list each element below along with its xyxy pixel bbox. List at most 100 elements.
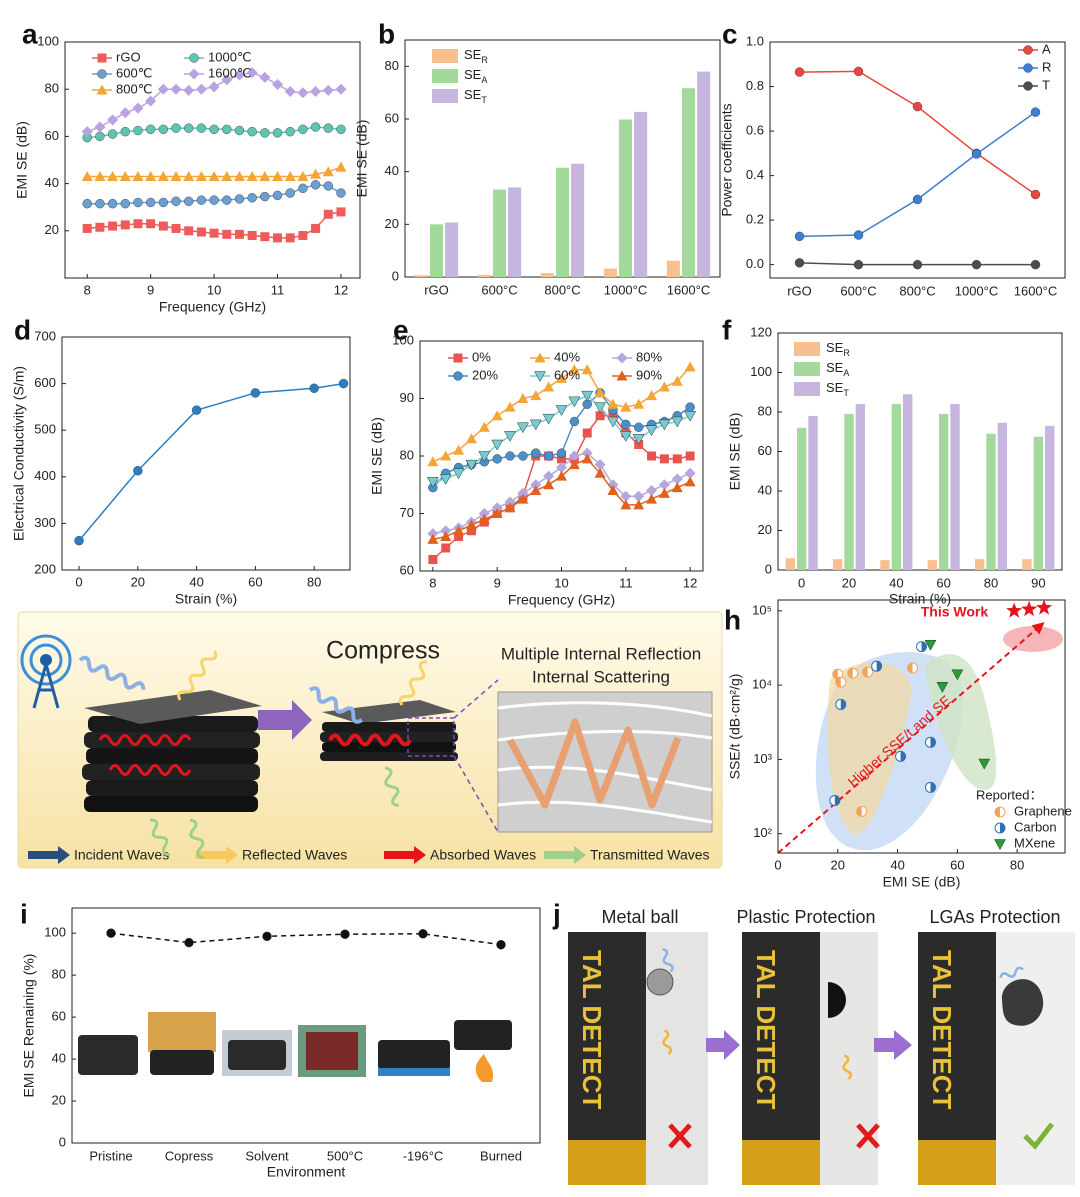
bar [785,558,795,570]
y-axis-title: EMI SE Remaining (%) [21,954,37,1098]
y-tick-label: 90 [400,390,414,405]
bar [492,189,507,277]
bar [903,394,913,570]
marker [581,364,593,375]
legend-arrow [196,846,238,864]
x-axis-title: Frequency (GHz) [159,299,266,315]
marker [895,750,907,762]
legend-label: SET [464,87,487,105]
y-tick-label: 500 [34,422,56,437]
marker [620,499,632,510]
bar [618,119,633,277]
marker [465,519,477,530]
marker [285,233,295,243]
plot-frame [777,599,1066,854]
marker [1006,602,1023,618]
marker [871,660,883,672]
photo-title: Metal ball [601,907,678,927]
marker [106,928,116,938]
marker [466,526,476,536]
marker [145,197,156,208]
marker [158,221,168,231]
x-tick-label: 60 [950,857,964,872]
marker [322,84,334,96]
y-tick-label: 100 [750,364,772,379]
legend-subscript: R [843,348,850,358]
marker [453,525,465,536]
marker [621,419,631,430]
y-tick-label: 20 [758,522,772,537]
marker [145,124,156,135]
marker [81,126,93,138]
marker [912,259,923,270]
sample [150,1050,214,1075]
marker [272,171,284,182]
x-axis-title: Frequency (GHz) [508,592,615,608]
marker [208,81,220,93]
marker [491,410,503,421]
marker [581,453,593,464]
marker [1023,63,1033,73]
legend-label: 40% [554,349,580,364]
marker [542,413,555,425]
marker [633,499,645,510]
marker [1023,45,1033,55]
layer [82,764,260,780]
x-tick-label: 80 [984,575,998,590]
y-tick-label: 40 [385,163,399,178]
marker [994,839,1006,851]
legend-label: SEA [826,360,849,378]
icon-tower [32,663,60,709]
marker [971,149,982,159]
marker [97,53,107,63]
marker [427,456,439,467]
x-tick-label: 9 [147,282,154,297]
legend-title: Reported： [976,787,1042,802]
layer-top [84,690,262,724]
legend-label: R [1042,59,1051,74]
legend-label: SET [826,380,849,398]
y-tick-label: 60 [758,443,772,458]
marker [440,525,452,537]
x-tick-label: 8 [84,282,91,297]
marker [633,422,644,432]
bar [540,273,554,277]
series-line [110,932,502,946]
x-tick-label: 12 [683,575,697,590]
marker [340,929,350,939]
zoom-line [453,679,499,833]
marker [1036,599,1053,615]
marker [183,171,195,182]
wave [328,733,412,747]
plastic-cover [828,982,846,1018]
x-tick-label: 800°C [544,282,580,297]
y-tick-label: 80 [400,447,414,462]
marker [427,533,439,544]
marker [120,126,130,137]
marker [517,393,529,403]
marker [95,131,105,142]
marker [234,194,245,204]
plot-frame [61,336,351,571]
x-tick-label: 40 [890,857,904,872]
marker [285,188,295,198]
marker [672,454,682,464]
y-tick-label: 80 [385,58,399,73]
marker [188,68,200,80]
cold-plate [378,1068,450,1076]
bar [477,274,491,277]
marker [221,171,233,182]
legend-label: Graphene [1014,803,1072,818]
wave [308,686,363,724]
x-tick-label: 40 [189,574,203,589]
marker [1023,81,1033,91]
marker [208,171,220,182]
legend-text-part: SE [826,340,844,355]
marker [272,190,283,201]
marker [543,470,555,482]
marker [646,485,658,496]
marker [581,447,593,459]
signal [662,1029,673,1055]
series-line [78,382,344,542]
marker [478,451,491,463]
